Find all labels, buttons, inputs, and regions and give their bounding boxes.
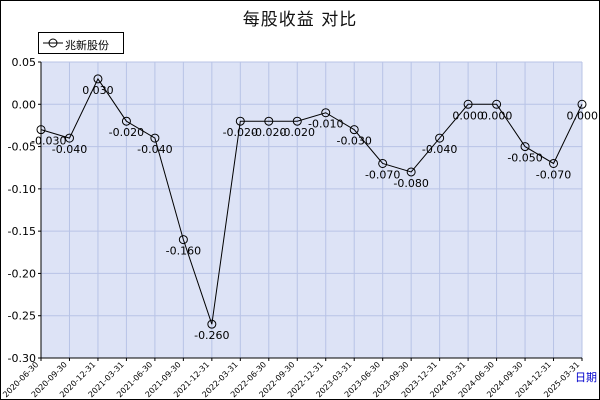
data-label: -0.040 (52, 143, 87, 156)
y-tick-label: 0.05 (12, 56, 37, 69)
data-point (235, 116, 245, 126)
data-label: -0.070 (365, 168, 400, 181)
y-tick-label: -0.20 (8, 267, 36, 280)
data-point (349, 125, 359, 135)
data-label: -0.040 (137, 143, 172, 156)
data-point (321, 108, 331, 118)
y-tick-label: -0.25 (8, 310, 36, 323)
data-point (435, 133, 445, 143)
y-tick-label: -0.30 (8, 352, 36, 365)
data-point (150, 133, 160, 143)
data-point (292, 116, 302, 126)
data-point (378, 158, 388, 168)
data-label: 0.000 (452, 109, 484, 122)
y-tick-label: -0.05 (8, 141, 36, 154)
data-point (64, 133, 74, 143)
series-line-group (36, 74, 587, 329)
data-point (577, 99, 587, 109)
data-point (36, 125, 46, 135)
data-label: -0.070 (536, 168, 571, 181)
data-label: 0.030 (82, 84, 114, 97)
data-labels: -0.030-0.0400.030-0.020-0.040-0.160-0.26… (31, 84, 598, 342)
data-label: -0.020 (280, 126, 315, 139)
legend: 兆新股份 (38, 32, 124, 54)
legend-label: 兆新股份 (65, 39, 109, 52)
data-label: -0.030 (336, 135, 371, 148)
data-label: -0.030 (31, 135, 66, 148)
y-tick-label: -0.10 (8, 183, 36, 196)
data-point (463, 99, 473, 109)
data-point (121, 116, 131, 126)
data-label: -0.080 (393, 177, 428, 190)
data-label: -0.020 (251, 126, 286, 139)
data-point (492, 99, 502, 109)
data-point (207, 319, 217, 329)
period-link[interactable]: 日期 (575, 371, 597, 384)
data-label: -0.010 (308, 118, 343, 131)
grid-lines (40, 61, 583, 359)
data-point (406, 167, 416, 177)
data-label: 0.000 (567, 109, 599, 122)
legend-marker-icon (43, 38, 63, 48)
y-tick-label: 0.00 (12, 98, 37, 111)
data-label: -0.020 (223, 126, 258, 139)
data-label: -0.260 (194, 329, 229, 342)
data-point (178, 235, 188, 245)
data-point (93, 74, 103, 84)
plot-area (41, 62, 582, 358)
data-label: -0.040 (422, 143, 457, 156)
data-label: -0.020 (109, 126, 144, 139)
data-label: -0.160 (166, 245, 201, 258)
data-point (520, 142, 530, 152)
data-point (264, 116, 274, 126)
data-label: 0.000 (481, 109, 513, 122)
data-label: -0.050 (507, 152, 542, 165)
chart-title: 每股收益 对比 (242, 10, 358, 30)
series-line (40, 77, 583, 325)
data-point (549, 158, 559, 168)
y-tick-label: -0.15 (8, 225, 36, 238)
